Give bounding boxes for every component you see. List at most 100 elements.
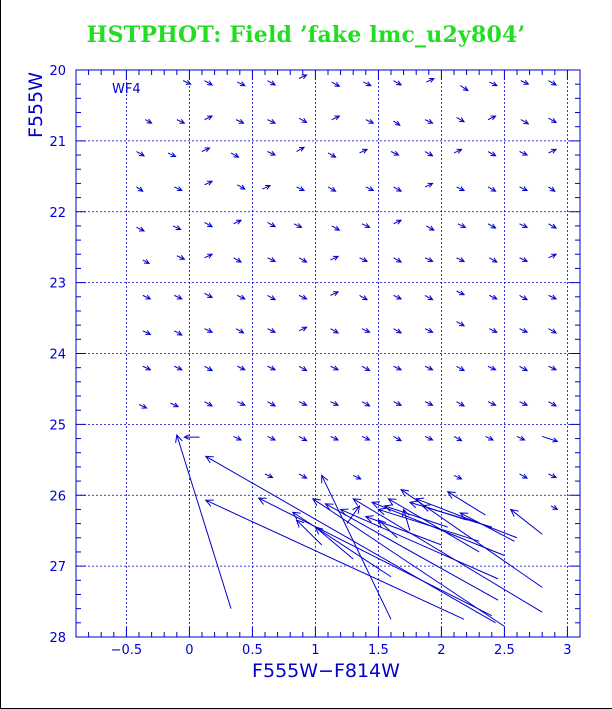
vector-head xyxy=(456,436,463,442)
short-vector xyxy=(489,328,498,333)
x-tick-label: 0 xyxy=(185,643,193,658)
vector-head xyxy=(522,328,529,333)
vector-head xyxy=(364,435,371,441)
vector-head xyxy=(301,294,308,300)
vector-head xyxy=(459,512,469,520)
vector-head xyxy=(368,118,375,124)
vector-shaft xyxy=(205,455,496,624)
vector-shaft xyxy=(424,365,433,371)
short-vector xyxy=(359,257,369,262)
vector-shaft xyxy=(393,435,402,442)
vector-head xyxy=(396,401,403,406)
vector-head xyxy=(333,435,340,441)
long-vector xyxy=(364,515,442,546)
short-vector xyxy=(201,147,211,153)
vector-shaft xyxy=(519,365,528,371)
vector-head xyxy=(239,365,246,371)
vector-head xyxy=(415,497,425,505)
long-vector xyxy=(311,498,505,627)
vector-shaft xyxy=(393,219,402,225)
vector-head xyxy=(522,186,529,192)
vector-head xyxy=(551,80,558,86)
short-vector xyxy=(233,257,243,263)
vector-head xyxy=(296,223,303,228)
vector-shaft xyxy=(460,85,469,91)
long-vector xyxy=(321,474,392,620)
vector-head xyxy=(270,222,277,228)
short-vector xyxy=(393,120,401,126)
short-vector xyxy=(298,294,308,300)
vector-shaft xyxy=(298,257,307,263)
vector-head xyxy=(239,294,246,300)
vector-shaft xyxy=(298,294,307,300)
short-vector xyxy=(298,365,308,372)
vector-shaft xyxy=(487,115,496,121)
short-vector xyxy=(204,180,214,186)
short-vector xyxy=(267,221,277,228)
vector-head xyxy=(233,152,240,158)
vector-head xyxy=(551,328,558,334)
vector-head xyxy=(459,366,466,372)
vector-shaft xyxy=(233,257,242,263)
vector-shaft xyxy=(424,435,433,441)
short-vector xyxy=(136,186,144,192)
y-tick-label: 20 xyxy=(49,64,66,79)
short-vector xyxy=(548,294,558,300)
vector-shaft xyxy=(182,80,191,85)
short-vector xyxy=(365,118,375,124)
short-vector xyxy=(489,294,498,300)
vector-head xyxy=(365,81,372,87)
vector-head xyxy=(299,146,306,152)
vector-shaft xyxy=(267,328,276,333)
vector-shaft xyxy=(520,119,529,125)
vector-shaft xyxy=(136,186,144,192)
vector-head xyxy=(522,150,529,156)
vector-shaft xyxy=(312,498,505,627)
vector-head xyxy=(368,186,375,192)
vector-head xyxy=(491,328,498,333)
vector-head xyxy=(270,401,277,407)
vector-head xyxy=(488,435,495,441)
vector-shaft xyxy=(176,255,185,260)
short-vector xyxy=(267,80,277,86)
vector-shaft xyxy=(424,401,433,406)
y-tick-label: 26 xyxy=(49,489,66,504)
vector-shaft xyxy=(298,473,307,479)
vector-shaft xyxy=(519,223,528,228)
short-vector xyxy=(548,401,558,407)
vector-shaft xyxy=(548,148,557,154)
vector-head xyxy=(236,257,243,263)
vector-shaft xyxy=(204,253,213,259)
short-vector xyxy=(519,328,529,333)
vector-head xyxy=(207,366,214,372)
vector-head xyxy=(137,186,144,192)
vector-head xyxy=(207,80,214,86)
vector-head xyxy=(396,186,403,192)
vector-shaft xyxy=(403,509,411,531)
vector-shaft xyxy=(393,365,402,371)
short-vector xyxy=(519,223,529,228)
vector-shaft xyxy=(267,80,276,86)
short-vector xyxy=(548,148,558,154)
short-vector xyxy=(456,186,466,192)
vector-head xyxy=(352,498,362,506)
vector-shaft xyxy=(453,435,462,442)
long-vector xyxy=(400,488,543,588)
vector-head xyxy=(333,255,340,261)
vector-head xyxy=(207,401,214,407)
short-vector xyxy=(487,401,497,406)
short-vector xyxy=(167,152,177,158)
vector-head xyxy=(301,401,308,406)
vector-shaft xyxy=(424,328,433,333)
vector-shaft xyxy=(298,74,307,79)
vector-shaft xyxy=(453,474,462,480)
vector-shaft xyxy=(361,435,370,441)
long-vector xyxy=(339,508,499,580)
vector-shaft xyxy=(267,401,276,407)
long-vector xyxy=(377,507,480,542)
vector-head xyxy=(427,365,434,371)
vector-shaft xyxy=(233,219,242,225)
vector-head xyxy=(396,80,403,86)
vector-head xyxy=(204,455,214,464)
vector-shaft xyxy=(487,151,496,157)
